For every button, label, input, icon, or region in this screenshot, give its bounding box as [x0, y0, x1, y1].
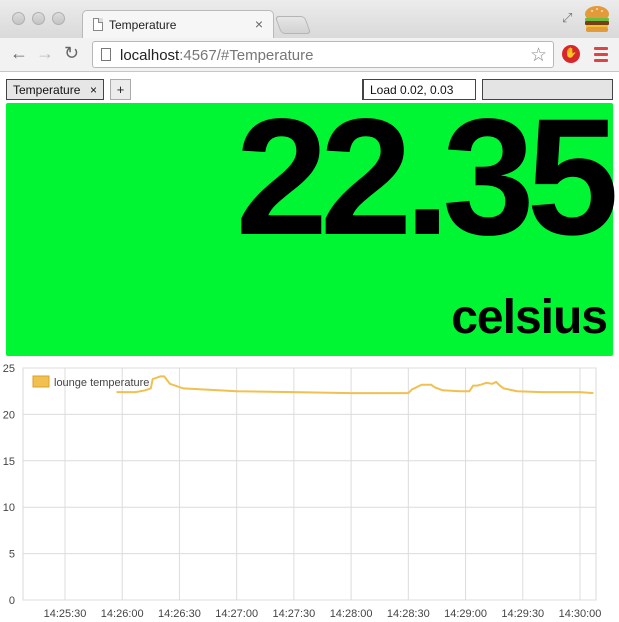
bookmark-star-icon[interactable]: ☆: [529, 45, 547, 66]
y-tick-label: 0: [9, 595, 15, 607]
temperature-tile: 22.35 celsius: [6, 95, 619, 356]
x-tick-label: 14:26:00: [101, 608, 144, 620]
add-tab-button[interactable]: +: [110, 79, 131, 100]
page-icon: [101, 48, 111, 61]
tab-temperature[interactable]: Temperature ×: [6, 79, 104, 100]
x-tick-label: 14:29:30: [501, 608, 544, 620]
x-tick-label: 14:27:00: [215, 608, 258, 620]
window-close-button[interactable]: [12, 12, 25, 25]
y-tick-label: 20: [3, 409, 15, 421]
browser-tab[interactable]: Temperature ×: [82, 10, 274, 38]
y-tick-label: 25: [3, 363, 15, 375]
legend-label: lounge temperature: [54, 377, 149, 389]
tab-close-icon[interactable]: ×: [89, 83, 97, 97]
window-zoom-button[interactable]: [52, 12, 65, 25]
status-box: [482, 79, 613, 100]
temperature-unit: celsius: [451, 291, 608, 344]
x-tick-label: 14:28:00: [330, 608, 373, 620]
dashboard: Temperature × + Load 0.02, 0.03 22.35 ce…: [0, 73, 619, 622]
temperature-value: 22.35: [235, 85, 619, 270]
url-host: localhost: [120, 47, 180, 64]
x-tick-label: 14:28:30: [387, 608, 430, 620]
load-indicator: Load 0.02, 0.03: [362, 79, 476, 100]
x-tick-label: 14:29:00: [444, 608, 487, 620]
x-tick-label: 14:30:00: [559, 608, 602, 620]
url-path: :4567/#Temperature: [179, 47, 314, 64]
x-tick-label: 14:27:30: [272, 608, 315, 620]
tab-close-icon[interactable]: ×: [254, 16, 263, 32]
forward-arrow-icon[interactable]: →: [36, 43, 54, 63]
x-tick-label: 14:25:30: [44, 608, 87, 620]
load-text: Load 0.02, 0.03: [370, 83, 454, 97]
fullscreen-icon[interactable]: ⤢: [562, 10, 573, 25]
plot-area: [22, 367, 597, 601]
browser-tab-title: Temperature: [109, 18, 177, 32]
y-tick-label: 5: [9, 549, 15, 561]
new-tab-button[interactable]: [274, 16, 312, 34]
series-line: [116, 375, 594, 395]
tab-label: Temperature: [13, 83, 81, 97]
y-tick-label: 10: [3, 502, 15, 514]
legend-swatch: [32, 375, 50, 388]
back-arrow-icon[interactable]: ←: [10, 43, 28, 63]
window-minimize-button[interactable]: [32, 12, 45, 25]
x-tick-label: 14:26:30: [158, 608, 201, 620]
document-icon: [93, 18, 103, 31]
reload-icon[interactable]: ↻: [64, 43, 80, 63]
temperature-chart: 0 5 10 15 20 25 14:25:30 14:26:00 14:26:30 14:27:…: [3, 363, 602, 620]
browser-titlebar: Temperature × ⤢: [0, 0, 619, 38]
y-tick-label: 15: [3, 456, 15, 468]
url-text[interactable]: localhost:4567/#Temperature: [120, 47, 313, 64]
burger-icon: [585, 6, 609, 32]
stop-extension-icon[interactable]: ✋: [562, 45, 580, 63]
menu-icon[interactable]: [594, 47, 608, 65]
address-bar[interactable]: localhost:4567/#Temperature ☆: [92, 41, 554, 68]
browser-toolbar: ← → ↻ localhost:4567/#Temperature ☆ ✋: [0, 38, 619, 72]
